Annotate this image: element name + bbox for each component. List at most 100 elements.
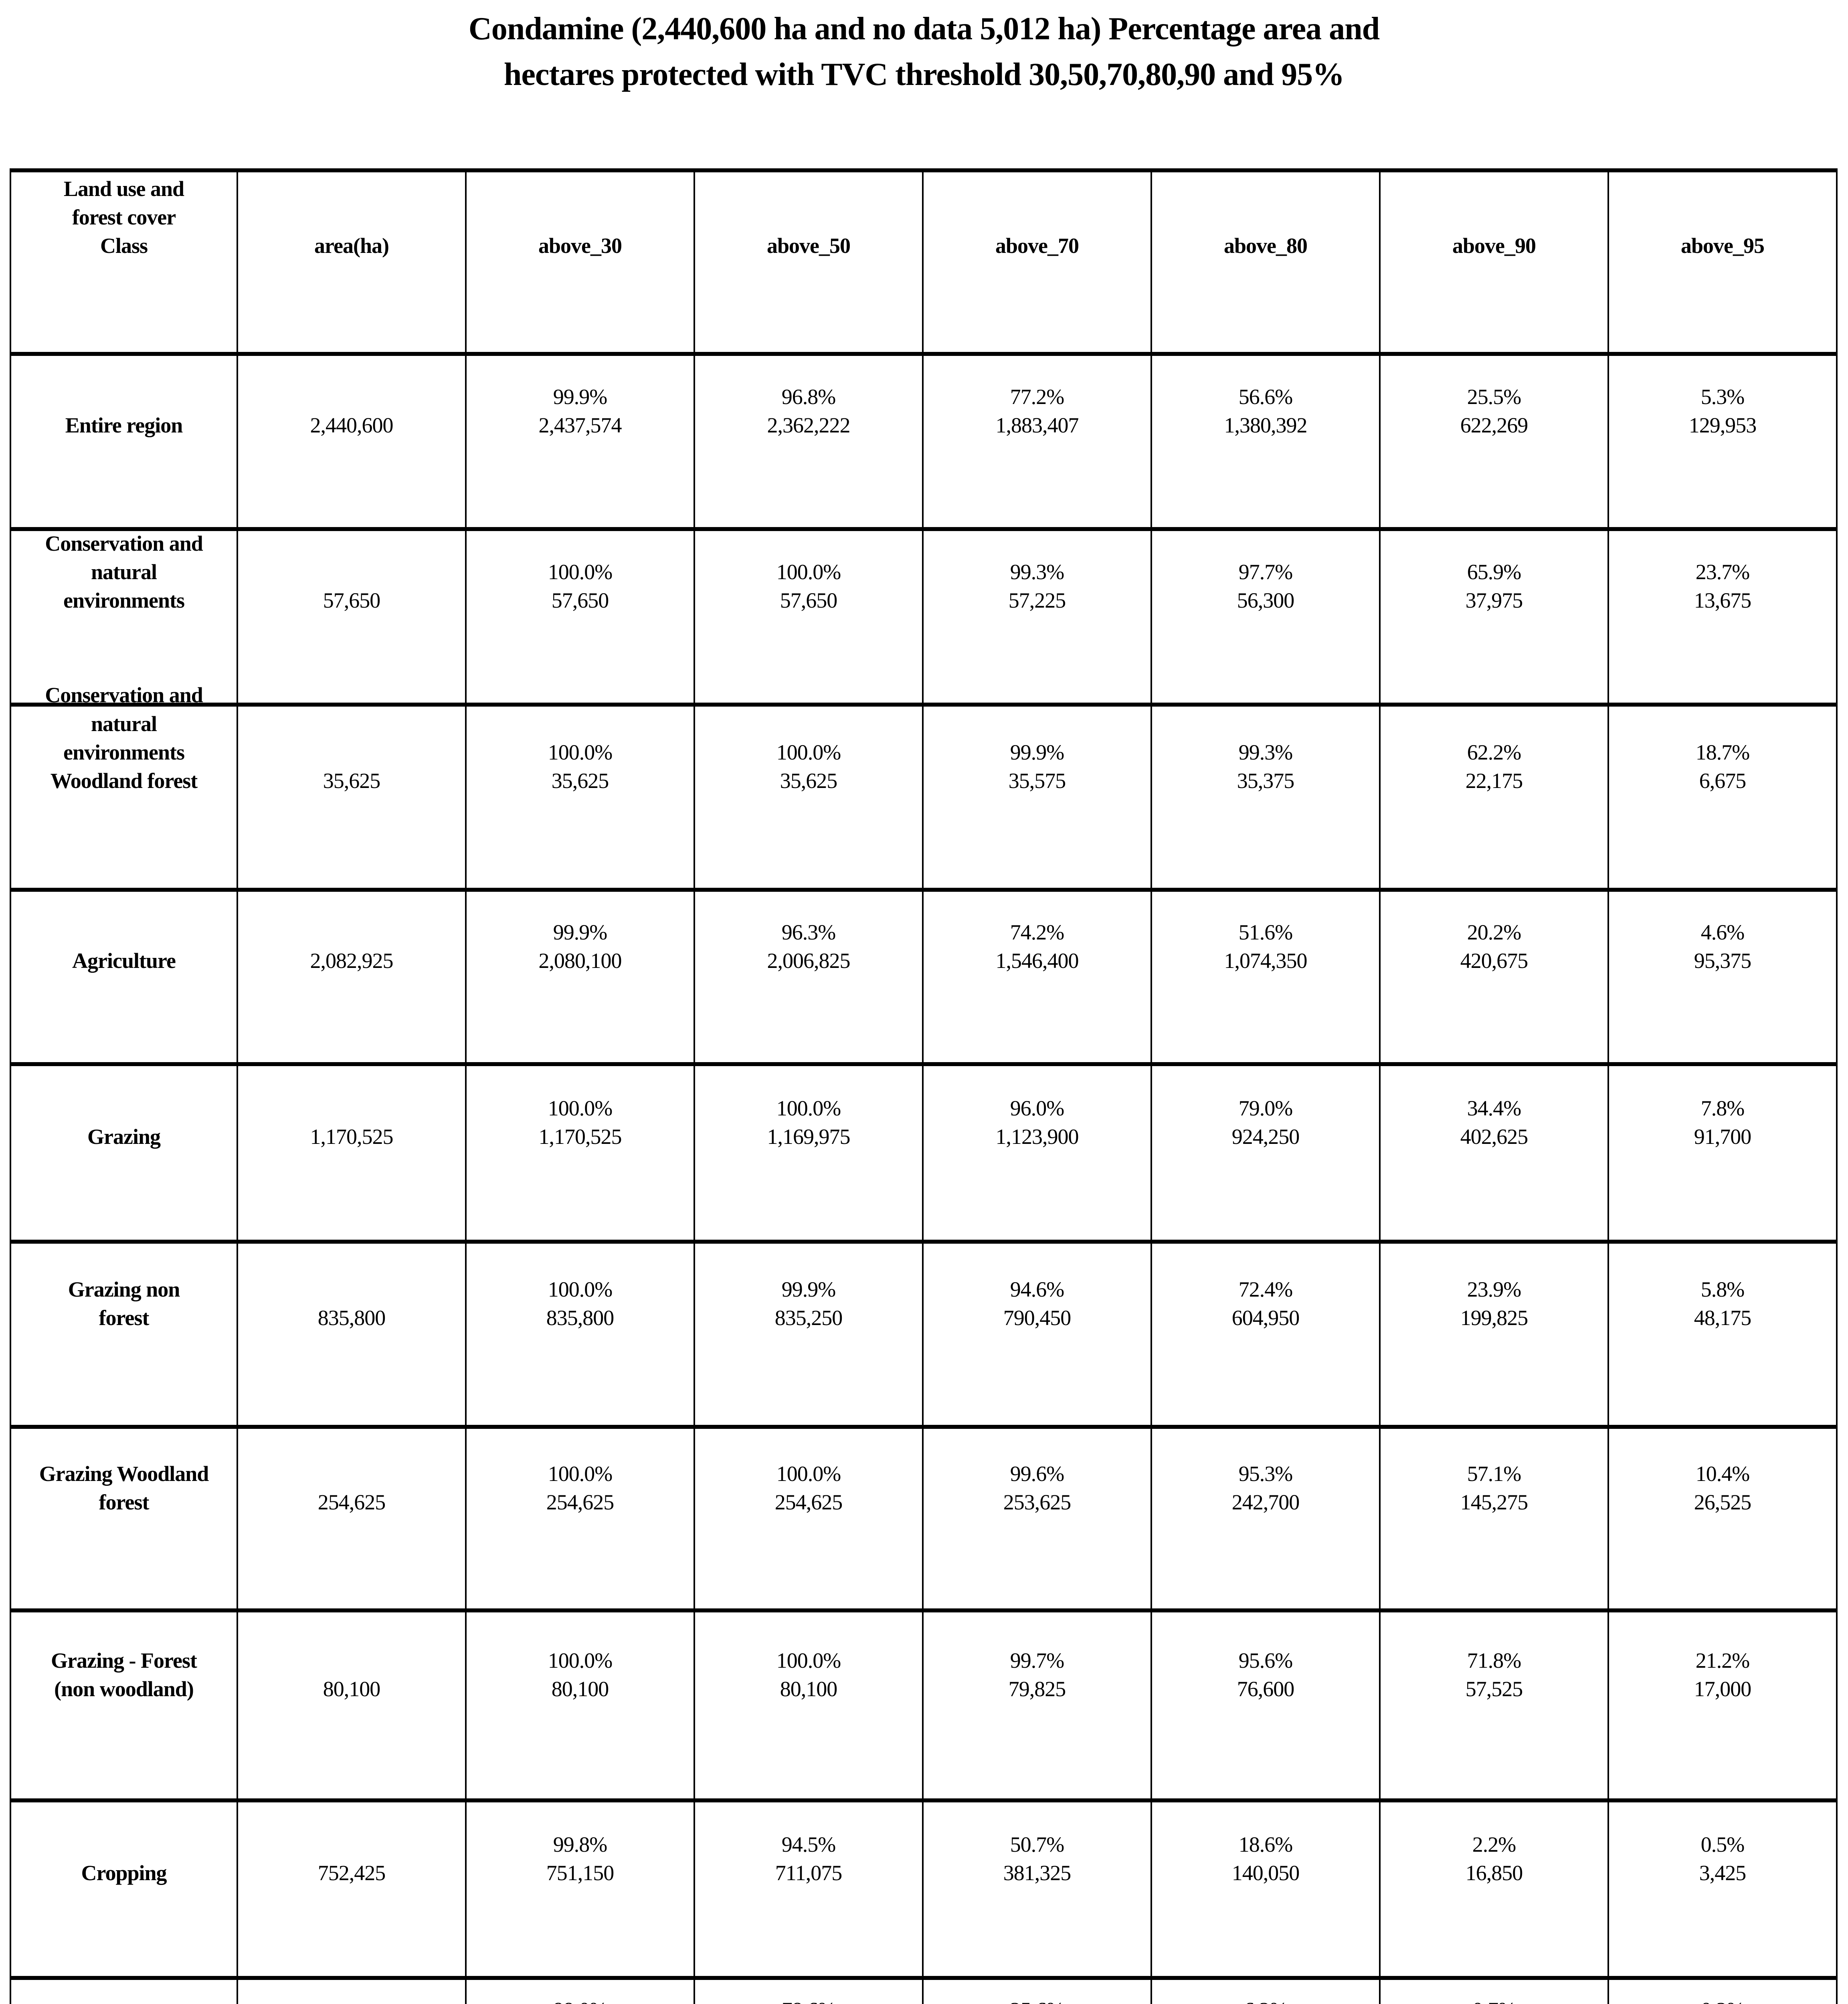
page-title-line2: hectares protected with TVC threshold 30… (503, 57, 1345, 92)
above-95-cell: 21.2% 17,000 (1609, 1612, 1836, 1798)
above-80-cell: 6.2%9,875 (1152, 1980, 1381, 2004)
pct-value: 100.0% (548, 1096, 613, 1120)
ha-value: 2,362,222 (767, 413, 851, 437)
pct-value: 100.0% (548, 1277, 613, 1301)
above-95-cell: 10.4% 26,525 (1609, 1429, 1836, 1608)
pct-value: 100.0% (776, 1648, 841, 1673)
pct-value: 21.2% (1695, 1648, 1750, 1673)
pct-value: 65.9% (1467, 560, 1521, 584)
above-70-cell: 99.6% 253,625 (924, 1429, 1152, 1608)
pct-value: 57.1% (1467, 1462, 1521, 1486)
ha-value: 80,100 (780, 1677, 838, 1701)
above-95-cell: 0.5% 3,425 (1609, 1802, 1836, 1976)
above-50-cell: 96.3% 2,006,825 (695, 892, 924, 1062)
above-70-cell: 99.7% 79,825 (924, 1612, 1152, 1798)
pct-value: 25.5% (1467, 384, 1521, 409)
table-row: Grazing 1,170,525 100.0% 1,170,525 100.0%… (11, 1066, 1836, 1244)
ha-value: 57,525 (1465, 1677, 1523, 1701)
pct-value: 74.2% (1010, 920, 1064, 944)
pct-value: 99.3% (1010, 560, 1064, 584)
pct-value: 96.8% (781, 384, 836, 409)
above-50-cell: 100.0% 35,625 (695, 707, 924, 888)
above-90-cell: 62.2% 22,175 (1381, 707, 1609, 888)
table-row: Grazing Woodland forest 254,625 100.0% 25… (11, 1429, 1836, 1612)
pct-value: 99.3% (1238, 740, 1293, 764)
above-30-cell: 100.0% 80,100 (467, 1612, 695, 1798)
pct-value: 4.6% (1700, 920, 1745, 944)
row-label-cell: Conservation and natural environments Wo… (11, 683, 238, 888)
table-row: Irrigation 159,700 99.0%158,150 78.6%125… (11, 1980, 1836, 2004)
above-90-cell: 34.4% 402,625 (1381, 1066, 1609, 1240)
header-cell-above-80: above_80 (1152, 172, 1381, 352)
ha-value: 924,250 (1231, 1124, 1300, 1149)
ha-value: 1,169,975 (767, 1124, 851, 1149)
pct-value: 50.7% (1010, 1832, 1064, 1857)
row-label-cell: Grazing non forest (11, 1244, 238, 1425)
area-cell: 254,625 (238, 1429, 467, 1608)
above-95-cell: 5.3% 129,953 (1609, 356, 1836, 527)
row-label: Agriculture (72, 948, 176, 973)
ha-value: 199,825 (1460, 1306, 1529, 1330)
above-70-cell: 50.7% 381,325 (924, 1802, 1152, 1976)
pct-value: 51.6% (1238, 920, 1293, 944)
above-30-cell: 99.9% 2,437,574 (467, 356, 695, 527)
above-30-cell: 99.0%158,150 (467, 1980, 695, 2004)
header-cell-class: Land use and forest cover Class (11, 172, 238, 352)
ha-value: 751,150 (546, 1861, 615, 1885)
table-body: Entire region 2,440,600 99.9% 2,437,574 9… (11, 356, 1836, 2004)
pct-value: 2.2% (1472, 1832, 1516, 1857)
row-label: Entire region (65, 413, 183, 437)
pct-value: 100.0% (548, 740, 613, 764)
ha-value: 2,080,100 (538, 948, 622, 973)
ha-value: 26,525 (1694, 1490, 1752, 1515)
ha-value: 420,675 (1460, 948, 1529, 973)
pct-value: 25.6% (926, 1996, 1148, 2004)
above-70-cell: 25.6%40,925 (924, 1980, 1152, 2004)
above-90-cell: 0.7%1,150 (1381, 1980, 1609, 2004)
above-50-cell: 94.5% 711,075 (695, 1802, 924, 1976)
pct-value: 6.2% (1154, 1996, 1377, 2004)
pct-value: 34.4% (1467, 1096, 1521, 1120)
row-label-cell: Grazing Woodland forest (11, 1429, 238, 1608)
above-50-cell: 100.0% 80,100 (695, 1612, 924, 1798)
ha-value: 37,975 (1465, 588, 1523, 613)
above-30-cell: 99.9% 2,080,100 (467, 892, 695, 1062)
ha-value: 604,950 (1231, 1306, 1300, 1330)
above-50-cell: 100.0% 1,169,975 (695, 1066, 924, 1240)
ha-value: 17,000 (1694, 1677, 1752, 1701)
pct-value: 78.6% (698, 1996, 920, 2004)
ha-value: 790,450 (1003, 1306, 1072, 1330)
pct-value: 77.2% (1010, 384, 1064, 409)
pct-value: 99.9% (553, 384, 607, 409)
pct-value: 94.6% (1010, 1277, 1064, 1301)
ha-value: 91,700 (1694, 1124, 1752, 1149)
above-90-cell: 57.1% 145,275 (1381, 1429, 1609, 1608)
above-80-cell: 95.6% 76,600 (1152, 1612, 1381, 1798)
above-95-cell: 4.6% 95,375 (1609, 892, 1836, 1062)
table-row: Cropping 752,425 99.8% 751,150 94.5% 711,0… (11, 1802, 1836, 1980)
ha-value: 57,650 (780, 588, 838, 613)
ha-value: 1,546,400 (995, 948, 1079, 973)
ha-value: 835,800 (546, 1306, 615, 1330)
ha-value: 35,625 (780, 769, 838, 793)
pct-value: 99.8% (553, 1832, 607, 1857)
above-70-cell: 96.0% 1,123,900 (924, 1066, 1152, 1240)
area-value: 254,625 (317, 1490, 386, 1515)
table-row: Grazing non forest 835,800 100.0% 835,800… (11, 1244, 1836, 1429)
pct-value: 100.0% (548, 1462, 613, 1486)
above-80-cell: 97.7% 56,300 (1152, 531, 1381, 703)
ha-value: 1,380,392 (1224, 413, 1308, 437)
pct-value: 0.7% (1383, 1996, 1605, 2004)
pct-value: 79.0% (1238, 1096, 1293, 1120)
ha-value: 253,625 (1003, 1490, 1072, 1515)
area-value: 835,800 (317, 1306, 386, 1330)
ha-value: 56,300 (1237, 588, 1295, 613)
pct-value: 62.2% (1467, 740, 1521, 764)
row-label-cell: Irrigation (11, 1980, 238, 2004)
pct-value: 99.9% (1010, 740, 1064, 764)
ha-value: 129,953 (1688, 413, 1757, 437)
header-cell-above-95: above_95 (1681, 234, 1765, 258)
area-cell: 752,425 (238, 1802, 467, 1976)
above-30-cell: 100.0% 254,625 (467, 1429, 695, 1608)
above-95-cell: 0.2%250 (1609, 1980, 1836, 2004)
